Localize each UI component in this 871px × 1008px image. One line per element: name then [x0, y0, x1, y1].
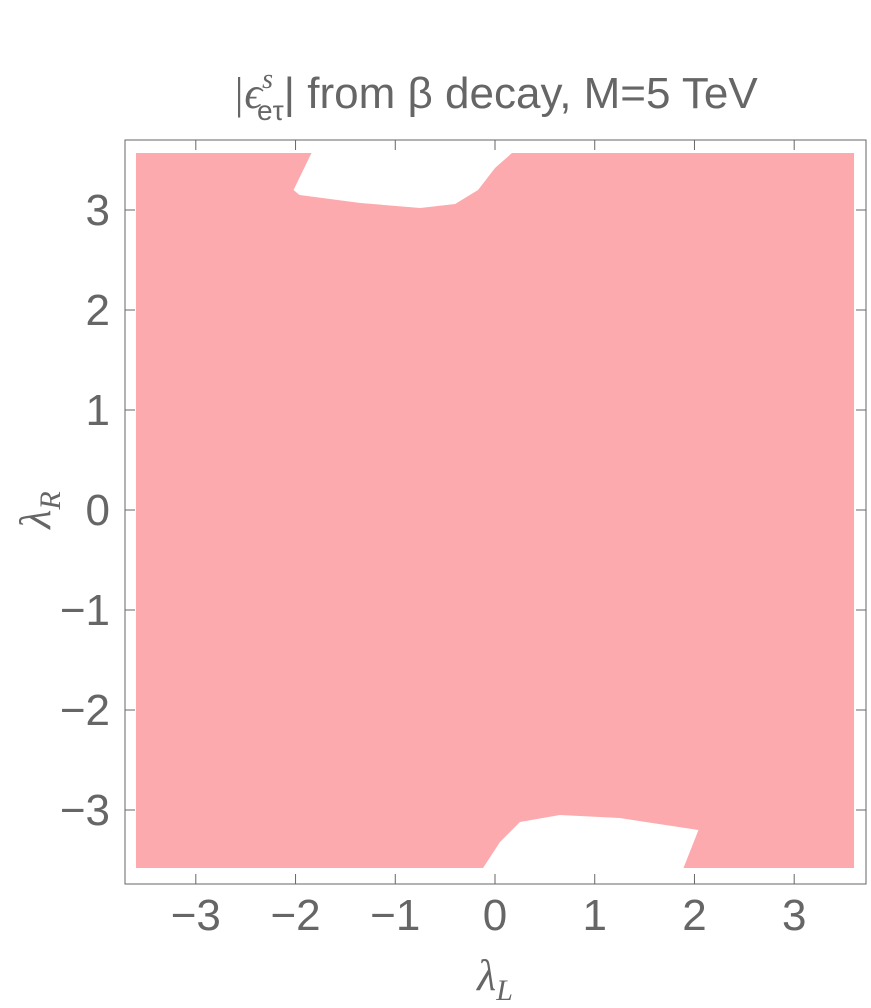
x-tick-label: 2 — [682, 891, 706, 940]
label-part: λ — [11, 510, 60, 531]
x-tick-label: 3 — [782, 891, 806, 940]
region — [135, 153, 855, 868]
title-sub: eτ — [257, 95, 284, 126]
y-axis-label: λR — [11, 491, 67, 530]
x-tick-label: 1 — [582, 891, 606, 940]
label-sub: L — [495, 974, 513, 1007]
region-hole — [293, 153, 512, 208]
title-sup: s — [262, 64, 273, 95]
y-tick-label: 3 — [86, 186, 110, 235]
y-tick-label: −2 — [60, 686, 110, 735]
y-tick-label: −1 — [60, 586, 110, 635]
title-part: |ϵ — [232, 69, 264, 118]
x-tick-label: −3 — [171, 891, 221, 940]
x-axis-label: λL — [475, 951, 513, 1007]
x-tick-label: −1 — [370, 891, 420, 940]
y-tick-label: −3 — [60, 786, 110, 835]
chart-title: |ϵs eτ| from β decay, M=5 TeV — [232, 64, 758, 126]
x-tick-label: −2 — [270, 891, 320, 940]
y-tick-label: 1 — [86, 386, 110, 435]
x-tick-label: 0 — [483, 891, 507, 940]
label-sub: R — [34, 491, 67, 510]
y-tick-label: 2 — [86, 286, 110, 335]
label-part: λ — [475, 951, 496, 1000]
region-hole — [483, 815, 699, 868]
title-part: | from β decay, M=5 TeV — [284, 69, 759, 118]
y-tick-label: 0 — [86, 486, 110, 535]
